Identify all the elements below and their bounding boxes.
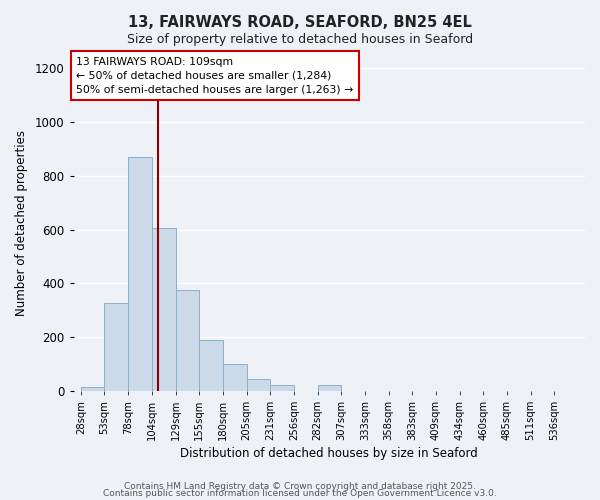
Bar [317,386,341,390]
Bar [81,386,104,390]
Bar [199,340,223,390]
Bar [270,386,294,390]
Bar [128,157,152,390]
Bar [104,304,128,390]
Bar [247,378,270,390]
Y-axis label: Number of detached properties: Number of detached properties [15,130,28,316]
Bar [223,364,247,390]
Text: 13 FAIRWAYS ROAD: 109sqm
← 50% of detached houses are smaller (1,284)
50% of sem: 13 FAIRWAYS ROAD: 109sqm ← 50% of detach… [76,56,353,94]
Text: Contains HM Land Registry data © Crown copyright and database right 2025.: Contains HM Land Registry data © Crown c… [124,482,476,491]
Bar [176,290,199,390]
Bar [152,228,176,390]
Text: Contains public sector information licensed under the Open Government Licence v3: Contains public sector information licen… [103,490,497,498]
Text: Size of property relative to detached houses in Seaford: Size of property relative to detached ho… [127,32,473,46]
X-axis label: Distribution of detached houses by size in Seaford: Distribution of detached houses by size … [181,447,478,460]
Text: 13, FAIRWAYS ROAD, SEAFORD, BN25 4EL: 13, FAIRWAYS ROAD, SEAFORD, BN25 4EL [128,15,472,30]
